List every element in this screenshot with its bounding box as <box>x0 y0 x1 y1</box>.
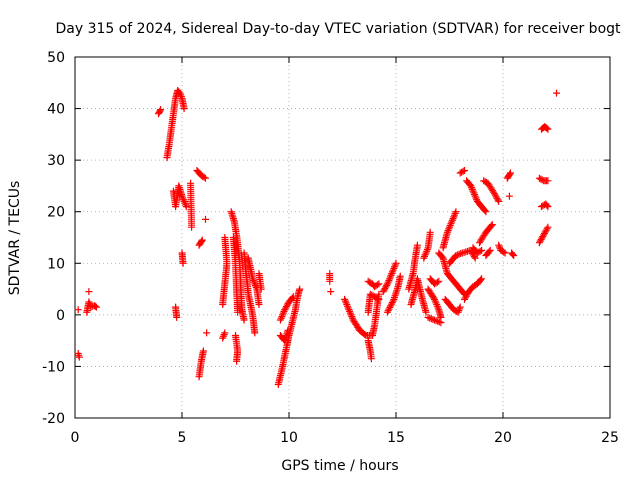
y-tick-label: 30 <box>47 153 65 169</box>
gridlines <box>75 57 610 418</box>
x-tick-label: 0 <box>71 430 80 446</box>
y-tick-label: 10 <box>47 256 65 272</box>
x-tick-label: 5 <box>178 430 187 446</box>
y-tick-labels: -20 -10 0 10 20 30 40 50 <box>42 50 65 427</box>
y-tick-label: 50 <box>47 50 65 66</box>
plot-area <box>74 56 611 419</box>
y-tick-label: 20 <box>47 205 65 221</box>
x-tick-labels: 0 5 10 15 20 25 <box>71 430 619 446</box>
sdtvar-points <box>74 87 560 388</box>
data-series <box>74 87 560 388</box>
x-tick-label: 20 <box>494 430 512 446</box>
x-tick-label: 15 <box>387 430 405 446</box>
chart-title: Day 315 of 2024, Sidereal Day-to-day VTE… <box>55 21 621 37</box>
y-tick-label: 0 <box>56 308 65 324</box>
x-tick-label: 25 <box>601 430 619 446</box>
x-axis-label: GPS time / hours <box>281 458 398 474</box>
y-axis-label: SDTVAR / TECUs <box>7 181 23 296</box>
axis-ticks <box>74 56 611 419</box>
y-tick-label: 40 <box>47 102 65 118</box>
y-tick-label: -20 <box>42 411 65 427</box>
y-tick-label: -10 <box>42 359 65 375</box>
x-tick-label: 10 <box>280 430 298 446</box>
